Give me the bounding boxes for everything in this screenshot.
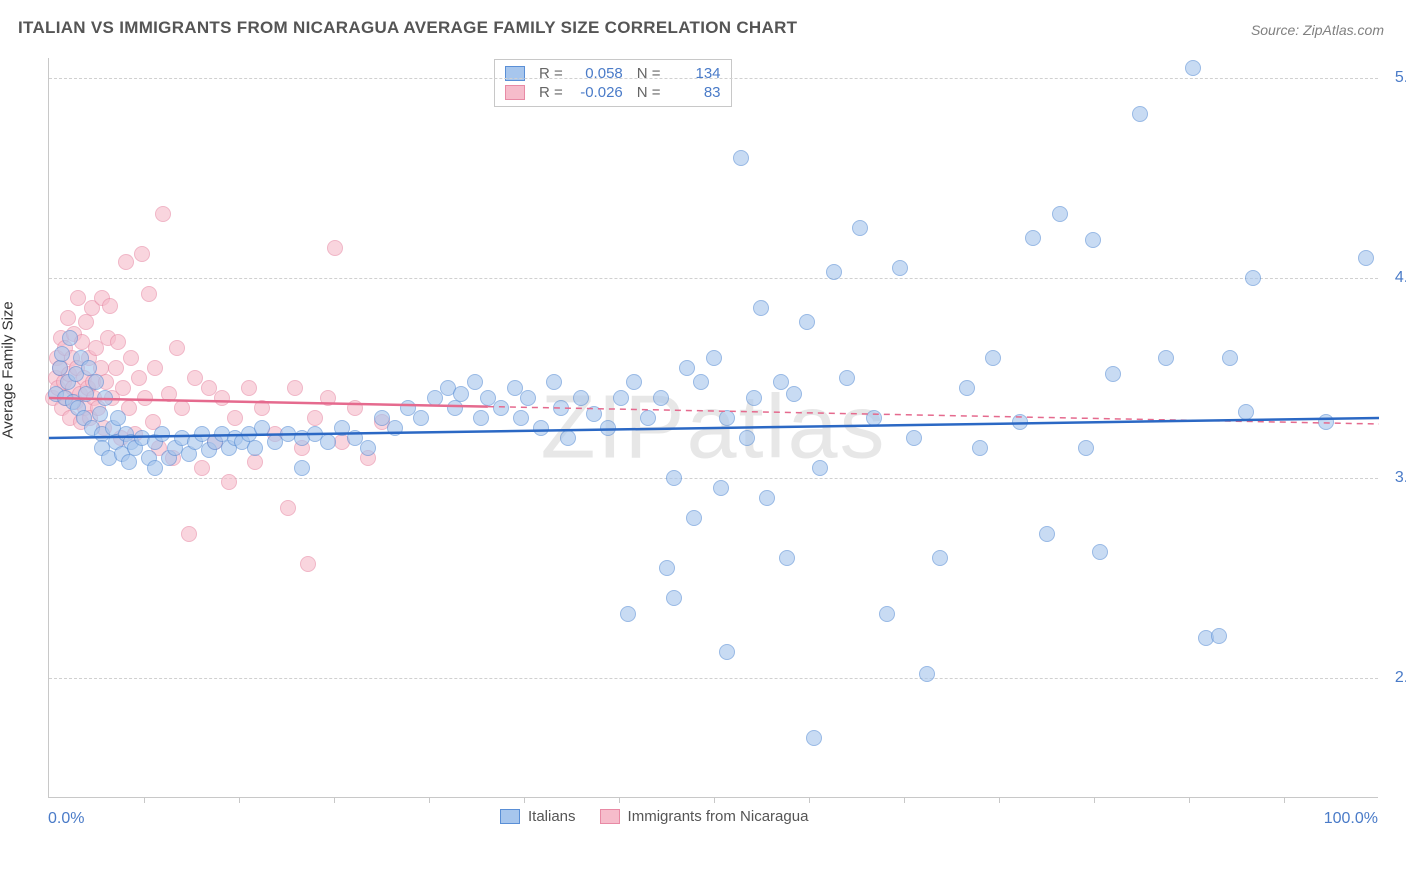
italians-trendline [49, 58, 1379, 798]
y-tick-label: 2.00 [1382, 669, 1406, 687]
legend-item: Italians [500, 808, 576, 825]
plot-area: ZIPatlas R =0.058N =134R =-0.026N =83 2.… [48, 58, 1378, 798]
series-legend: Italians Immigrants from Nicaragua [500, 808, 808, 825]
y-tick-label: 3.00 [1382, 469, 1406, 487]
legend-label: Immigrants from Nicaragua [628, 808, 809, 825]
x-axis-max-label: 100.0% [1324, 810, 1378, 828]
blue-swatch-icon [500, 809, 520, 824]
x-axis-min-label: 0.0% [48, 810, 84, 828]
source-attribution: Source: ZipAtlas.com [1251, 22, 1384, 38]
legend-item: Immigrants from Nicaragua [600, 808, 809, 825]
chart-title: ITALIAN VS IMMIGRANTS FROM NICARAGUA AVE… [18, 18, 797, 38]
y-tick-label: 5.00 [1382, 69, 1406, 87]
pink-swatch-icon [600, 809, 620, 824]
y-tick-label: 4.00 [1382, 269, 1406, 287]
y-axis-title: Average Family Size [0, 301, 17, 438]
legend-label: Italians [528, 808, 576, 825]
